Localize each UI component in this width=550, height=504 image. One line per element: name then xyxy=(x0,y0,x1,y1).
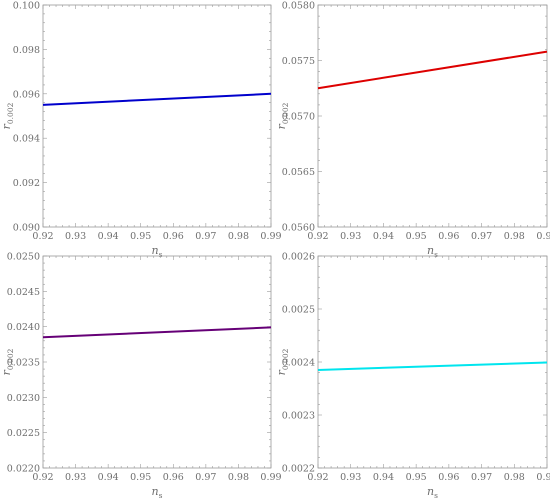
y-tick-label: 0.0023 xyxy=(282,411,315,422)
y-tick-label: 0.096 xyxy=(13,89,40,100)
x-tick-label: 0.93 xyxy=(65,472,86,483)
y-axis-label: r0.002 xyxy=(0,102,15,129)
y-tick-label: 0.0025 xyxy=(282,305,315,316)
x-tick-label: 0.95 xyxy=(130,231,151,242)
x-tick-label: 0.96 xyxy=(163,472,184,483)
y-tick-label: 0.098 xyxy=(13,45,40,56)
y-tick-label: 0.0026 xyxy=(282,252,315,263)
x-tick-label: 0.94 xyxy=(373,231,394,242)
y-tick-label: 0.100 xyxy=(13,1,40,12)
x-tick-label: 0.95 xyxy=(406,472,427,483)
x-tick-label: 0.99 xyxy=(260,472,281,483)
y-tick-label: 0.0570 xyxy=(282,112,315,123)
x-tick-label: 0.95 xyxy=(130,472,151,483)
y-axis-label: r0.002 xyxy=(0,348,15,375)
x-axis-label: ns xyxy=(427,485,438,500)
x-tick-label: 0.98 xyxy=(504,472,525,483)
x-tick-label: 0.92 xyxy=(32,472,53,483)
y-axis-label: r0.002 xyxy=(275,102,290,129)
x-tick-label: 0.98 xyxy=(228,472,249,483)
x-tick-label: 0.92 xyxy=(32,231,53,242)
x-tick-label: 0.94 xyxy=(373,472,394,483)
series-line xyxy=(42,326,272,339)
x-tick-label: 0.94 xyxy=(98,472,119,483)
y-tick-label: 0.0580 xyxy=(282,1,315,12)
chart-panel-bottom-left: 0.92 0.93 0.94 0.95 0.96 0.97 0.98 0.99 0.0220 0.… xyxy=(0,252,282,501)
y-tick-label: 0.092 xyxy=(13,178,40,189)
y-axis-label: r0.002 xyxy=(275,348,290,375)
y-tick-label: 0.0022 xyxy=(282,464,315,475)
x-tick-label: 0.92 xyxy=(307,231,328,242)
series-line xyxy=(42,92,272,106)
chart-panel-top-right: 0.92 0.93 0.94 0.95 0.96 0.97 0.98 0.99 0.0560 0.… xyxy=(275,1,550,260)
x-tick-label: 0.93 xyxy=(340,472,361,483)
x-tick-label: 0.98 xyxy=(228,231,249,242)
y-tick-label: 0.0230 xyxy=(7,393,40,404)
plot-frame xyxy=(317,255,548,469)
y-tick-label: 0.0560 xyxy=(282,223,315,234)
x-axis-label: ns xyxy=(152,244,163,259)
y-tick-label: 0.090 xyxy=(13,223,40,234)
x-tick-label: 0.97 xyxy=(471,231,492,242)
y-tick-label: 0.0245 xyxy=(7,287,40,298)
x-tick-label: 0.97 xyxy=(195,231,216,242)
x-tick-label: 0.95 xyxy=(406,231,427,242)
x-tick-label: 0.99 xyxy=(536,231,550,242)
series-line xyxy=(317,361,548,371)
x-tick-label: 0.97 xyxy=(195,472,216,483)
x-tick-label: 0.99 xyxy=(536,472,550,483)
y-tick-label: 0.0575 xyxy=(282,56,315,67)
y-tick-label: 0.0024 xyxy=(282,358,315,369)
x-tick-label: 0.99 xyxy=(260,231,281,242)
y-tick-label: 0.0240 xyxy=(7,322,40,333)
x-axis-label: ns xyxy=(427,244,438,259)
y-tick-label: 0.094 xyxy=(13,134,40,145)
y-tick-label: 0.0565 xyxy=(282,167,315,178)
x-tick-label: 0.93 xyxy=(340,231,361,242)
x-tick-label: 0.94 xyxy=(98,231,119,242)
x-tick-label: 0.92 xyxy=(307,472,328,483)
x-tick-label: 0.98 xyxy=(504,231,525,242)
x-tick-label: 0.96 xyxy=(163,231,184,242)
x-tick-label: 0.97 xyxy=(471,472,492,483)
plot-frame xyxy=(42,255,272,469)
y-tick-label: 0.0225 xyxy=(7,428,40,439)
x-tick-label: 0.96 xyxy=(438,231,459,242)
y-tick-label: 0.0235 xyxy=(7,358,40,369)
x-tick-label: 0.93 xyxy=(65,231,86,242)
x-tick-label: 0.96 xyxy=(438,472,459,483)
y-tick-label: 0.0220 xyxy=(7,464,40,475)
plot-frame xyxy=(42,4,272,228)
chart-panel-bottom-right: 0.92 0.93 0.94 0.95 0.96 0.97 0.98 0.99 0.0022 0.… xyxy=(275,252,550,501)
chart-panel-top-left: 0.92 0.93 0.94 0.95 0.96 0.97 0.98 0.99 0.090 0.0… xyxy=(0,1,282,260)
plot-frame xyxy=(317,4,548,228)
y-tick-label: 0.0250 xyxy=(7,252,40,263)
x-axis-label: ns xyxy=(152,485,163,500)
series-line xyxy=(317,50,548,90)
